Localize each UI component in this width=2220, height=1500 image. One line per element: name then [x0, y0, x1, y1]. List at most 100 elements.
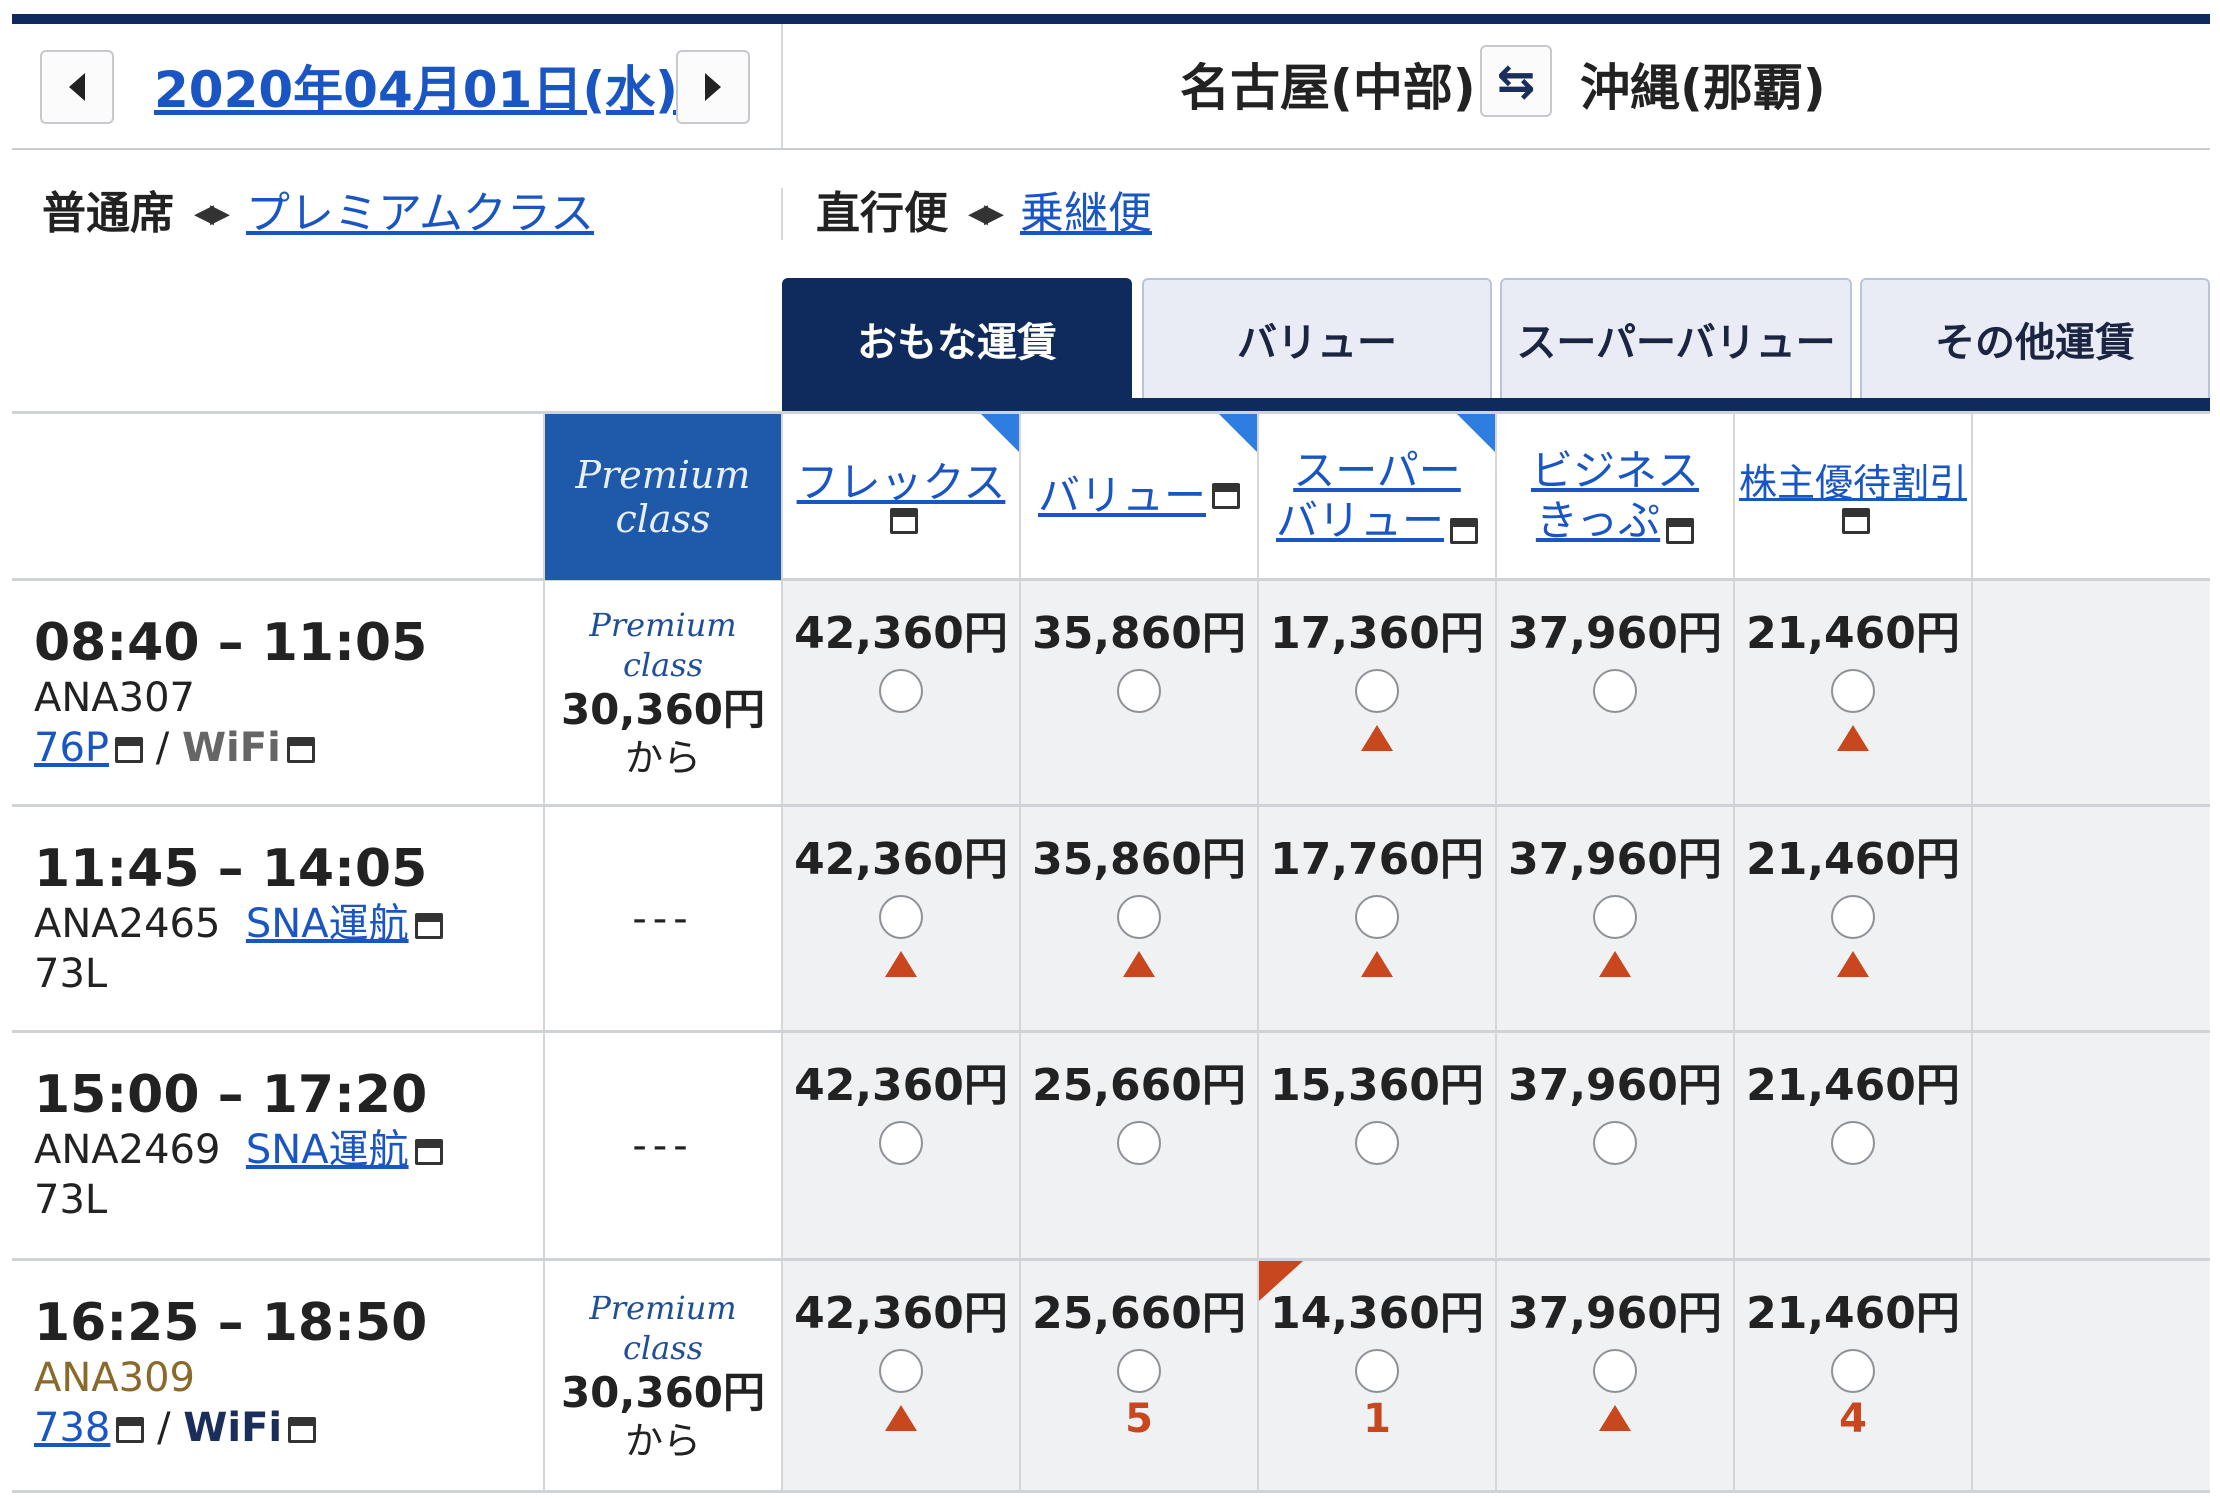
document-icon[interactable]: [890, 508, 918, 534]
fare-cell[interactable]: 37,960円: [1497, 1287, 1733, 1431]
fare-cell[interactable]: 37,960円: [1497, 833, 1733, 977]
aircraft-link[interactable]: 76P: [34, 725, 110, 771]
few-seats-warning-icon: [1361, 951, 1393, 977]
fare-cell[interactable]: 35,860円: [1021, 607, 1257, 713]
fare-cell[interactable]: 14,360円 1: [1259, 1261, 1495, 1441]
fare-header-super-value: スーパー バリュー: [1259, 414, 1495, 578]
fare-radio[interactable]: [1117, 1349, 1161, 1393]
fare-header-link[interactable]: ビジネス: [1530, 446, 1699, 495]
fare-price: 42,360円: [794, 834, 1008, 885]
fare-radio[interactable]: [1831, 895, 1875, 939]
tab-super-value[interactable]: スーパーバリュー: [1500, 278, 1852, 398]
fare-radio[interactable]: [1831, 669, 1875, 713]
fare-cell[interactable]: 37,960円: [1497, 1059, 1733, 1165]
fare-cell[interactable]: 42,360円: [783, 833, 1019, 977]
flight-number-line: ANA2465 SNA運航: [34, 899, 534, 949]
fare-price: 17,760円: [1270, 834, 1484, 885]
flight-time: 11:45 – 14:05: [34, 839, 428, 899]
fare-radio[interactable]: [1355, 1349, 1399, 1393]
fare-radio[interactable]: [1831, 1121, 1875, 1165]
fare-cell[interactable]: 21,460円 4: [1735, 1287, 1971, 1441]
tab-value[interactable]: バリュー: [1142, 278, 1492, 398]
premium-class-cell[interactable]: Premium class 30,360円 から: [545, 1261, 781, 1490]
fare-radio[interactable]: [1355, 895, 1399, 939]
fare-price: 42,360円: [794, 608, 1008, 659]
fare-radio[interactable]: [1117, 1121, 1161, 1165]
fare-radio[interactable]: [879, 1121, 923, 1165]
fare-cell[interactable]: 35,860円: [1021, 833, 1257, 977]
premium-price-suffix: から: [624, 735, 701, 780]
fare-cell[interactable]: 42,360円: [783, 1059, 1019, 1165]
divider: [781, 414, 783, 1492]
premium-logo-line1: Premium: [575, 453, 751, 497]
fare-radio[interactable]: [879, 895, 923, 939]
fare-price: 15,360円: [1270, 1060, 1484, 1111]
operator-link[interactable]: SNA運航: [245, 901, 409, 947]
fare-radio[interactable]: [1117, 669, 1161, 713]
fare-header-link[interactable]: 株主優待割引: [1738, 461, 1967, 505]
tab-other-fares[interactable]: その他運賃: [1860, 278, 2210, 398]
fare-header-link[interactable]: スーパー: [1293, 446, 1461, 495]
next-date-button[interactable]: [676, 50, 750, 124]
divider: [543, 414, 545, 1492]
document-icon[interactable]: [286, 737, 315, 763]
document-icon[interactable]: [116, 1417, 145, 1443]
few-seats-warning-icon: [1599, 951, 1631, 977]
fare-cell[interactable]: 21,460円: [1735, 607, 1971, 751]
fare-radio[interactable]: [1593, 895, 1637, 939]
fare-radio[interactable]: [879, 1349, 923, 1393]
fare-cell[interactable]: 21,460円: [1735, 1059, 1971, 1165]
prev-date-button[interactable]: [40, 50, 114, 124]
fare-radio[interactable]: [1593, 669, 1637, 713]
fare-header-link[interactable]: フレックス: [796, 458, 1006, 507]
corner-flag-icon: [1259, 1261, 1303, 1301]
fare-radio[interactable]: [1355, 1121, 1399, 1165]
tab-main-fares[interactable]: おもな運賃: [782, 278, 1132, 398]
fare-cell[interactable]: 15,360円: [1259, 1059, 1495, 1165]
fare-header-link-2[interactable]: バリュー: [1275, 496, 1444, 545]
premium-class-cell: ---: [545, 807, 781, 1030]
route-type-switch-link[interactable]: 乗継便: [1020, 188, 1152, 239]
aircraft-link[interactable]: 738: [34, 1405, 111, 1451]
seat-class-switch-link[interactable]: プレミアムクラス: [246, 188, 595, 239]
fare-cell[interactable]: 37,960円: [1497, 607, 1733, 713]
divider: [1495, 414, 1497, 1492]
swap-route-button[interactable]: ⇆: [1480, 45, 1552, 117]
fare-header-link-2[interactable]: きっぷ: [1535, 496, 1661, 545]
date-picker-link[interactable]: 2020年04月01日(水): [154, 61, 679, 119]
flight-number: ANA307: [34, 675, 195, 721]
document-icon[interactable]: [1450, 517, 1478, 544]
few-seats-warning-icon: [885, 951, 917, 977]
document-icon[interactable]: [414, 1139, 443, 1165]
document-icon[interactable]: [115, 737, 144, 763]
fare-cell[interactable]: 17,360円: [1259, 607, 1495, 751]
fare-radio[interactable]: [1831, 1349, 1875, 1393]
fare-radio[interactable]: [1593, 1349, 1637, 1393]
fare-cell[interactable]: 21,460円: [1735, 833, 1971, 977]
fare-price: 25,660円: [1032, 1060, 1246, 1111]
fare-radio[interactable]: [879, 669, 923, 713]
fare-cell[interactable]: 25,660円 5: [1021, 1287, 1257, 1441]
few-seats-warning-icon: [1361, 725, 1393, 751]
flight-number-line: ANA2469 SNA運航: [34, 1125, 534, 1175]
document-icon[interactable]: [288, 1417, 317, 1443]
document-icon[interactable]: [1212, 483, 1240, 509]
fare-header-value: バリュー: [1021, 414, 1257, 578]
aircraft-line: 76P / WiFi: [34, 723, 534, 773]
document-icon[interactable]: [414, 913, 443, 939]
operator-link[interactable]: SNA運航: [245, 1127, 409, 1173]
fare-header-link[interactable]: バリュー: [1037, 471, 1206, 520]
fare-cell[interactable]: 42,360円: [783, 1287, 1019, 1431]
fare-cell[interactable]: 25,660円: [1021, 1059, 1257, 1165]
premium-class-cell[interactable]: Premium class 30,360円 から: [545, 581, 781, 804]
document-icon[interactable]: [1842, 508, 1870, 534]
fare-radio[interactable]: [1355, 669, 1399, 713]
fare-radio[interactable]: [1593, 1121, 1637, 1165]
fare-cell[interactable]: 42,360円: [783, 607, 1019, 713]
divider: [1257, 414, 1259, 1492]
fare-header-flex: フレックス: [783, 414, 1019, 578]
document-icon[interactable]: [1666, 517, 1695, 544]
fare-radio[interactable]: [1117, 895, 1161, 939]
fare-cell[interactable]: 17,760円: [1259, 833, 1495, 977]
flight-number-line: ANA309: [34, 1353, 534, 1403]
